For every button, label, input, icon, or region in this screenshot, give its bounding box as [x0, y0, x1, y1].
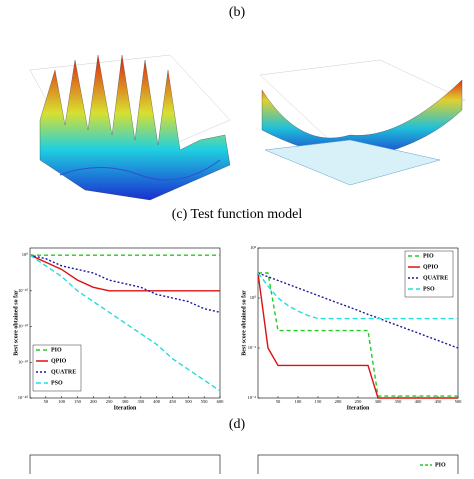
x-tick-label: 450 — [435, 399, 443, 404]
x-axis-label: Iteration — [347, 405, 370, 411]
x-tick-label: 100 — [58, 399, 66, 404]
series-line — [29, 254, 221, 392]
y-tick-label: 10⁻³⁰ — [18, 359, 28, 364]
x-tick-label: 600 — [217, 399, 225, 404]
x-tick-label: 200 — [90, 399, 98, 404]
surface-plot — [29, 54, 231, 201]
legend-label: PSO — [51, 380, 63, 386]
x-tick-label: 50 — [276, 399, 281, 404]
x-tick-label: 400 — [153, 399, 161, 404]
caption: (d) — [229, 417, 246, 432]
x-tick-label: 250 — [355, 399, 363, 404]
y-tick-label: 10⁻¹⁰ — [18, 288, 28, 293]
x-tick-label: 550 — [201, 399, 209, 404]
y-tick-label: 10⁻⁴⁰ — [18, 395, 28, 400]
caption: (c) Test function model — [172, 207, 303, 222]
y-tick-label: 10⁰ — [22, 252, 29, 257]
legend-label: QPIO — [51, 358, 67, 364]
axes-frame — [257, 454, 459, 479]
x-tick-label: 150 — [315, 399, 323, 404]
x-tick-label: 350 — [137, 399, 145, 404]
x-tick-label: 350 — [395, 399, 403, 404]
legend-label: QPIO — [423, 264, 439, 270]
legend-label: PSO — [423, 286, 435, 292]
x-tick-label: 150 — [74, 399, 82, 404]
legend-label: QUATRE — [423, 275, 448, 281]
x-tick-label: 450 — [169, 399, 177, 404]
series-line — [257, 272, 458, 320]
legend-label: QUATRE — [51, 369, 76, 375]
x-tick-label: 500 — [185, 399, 193, 404]
surface-plot — [259, 59, 466, 186]
x-axis-label: Iteration — [114, 405, 137, 411]
x-tick-label: 250 — [106, 399, 114, 404]
y-tick-label: 10⁻²⁰ — [18, 324, 28, 329]
x-tick-label: 500 — [455, 399, 463, 404]
legend-label: PIO — [423, 253, 434, 259]
caption: (b) — [229, 5, 246, 20]
x-tick-label: 100 — [295, 399, 303, 404]
x-tick-label: 300 — [122, 399, 130, 404]
legend-label: PIO — [435, 462, 446, 468]
y-tick-label: 10² — [250, 245, 257, 250]
y-tick-label: 10⁰ — [250, 295, 257, 300]
x-tick-label: 200 — [335, 399, 343, 404]
series-line — [29, 254, 221, 313]
y-tick-label: 10⁻⁴ — [248, 395, 257, 400]
series-line — [29, 254, 220, 292]
y-axis-label: Best score obtained so far — [241, 290, 247, 356]
y-tick-label: 10⁻² — [248, 345, 257, 350]
series-line — [258, 272, 458, 397]
axes-frame — [29, 454, 221, 479]
series-line — [257, 272, 458, 399]
x-tick-label: 300 — [375, 399, 383, 404]
x-tick-label: 50 — [44, 399, 49, 404]
x-tick-label: 400 — [415, 399, 423, 404]
y-axis-label: Best score obtained so far — [13, 290, 19, 356]
legend-label: PIO — [51, 347, 62, 353]
